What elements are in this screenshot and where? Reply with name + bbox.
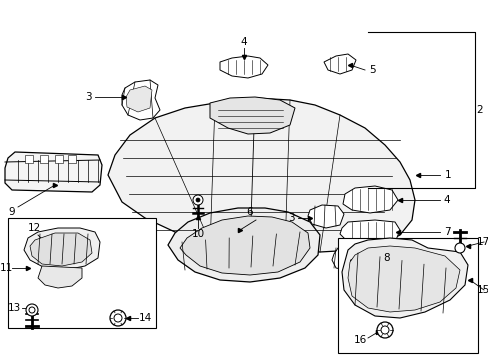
Polygon shape <box>220 56 267 78</box>
Polygon shape <box>5 152 102 192</box>
Bar <box>8 218 156 328</box>
Bar <box>40 155 48 163</box>
Text: 12: 12 <box>27 223 41 233</box>
Text: 14: 14 <box>138 313 151 323</box>
Circle shape <box>29 307 35 313</box>
Polygon shape <box>24 228 100 270</box>
Bar <box>55 155 63 163</box>
Polygon shape <box>168 208 319 282</box>
Text: 5: 5 <box>369 65 376 75</box>
Bar <box>337 238 477 353</box>
Polygon shape <box>331 246 351 270</box>
Polygon shape <box>307 205 343 228</box>
Polygon shape <box>122 80 160 120</box>
Bar <box>68 155 76 163</box>
Text: 15: 15 <box>475 285 488 295</box>
Text: 4: 4 <box>240 37 247 47</box>
Polygon shape <box>30 233 92 266</box>
Polygon shape <box>209 97 294 134</box>
Text: 8: 8 <box>383 253 389 263</box>
Text: 1: 1 <box>444 170 450 180</box>
Text: 4: 4 <box>443 195 449 205</box>
Bar <box>25 155 33 163</box>
Polygon shape <box>339 220 399 242</box>
Polygon shape <box>38 266 82 288</box>
Text: 6: 6 <box>246 207 253 217</box>
Polygon shape <box>347 246 459 312</box>
Circle shape <box>114 314 122 322</box>
Polygon shape <box>324 54 355 74</box>
Text: 16: 16 <box>353 335 366 345</box>
Text: 17: 17 <box>475 237 488 247</box>
Polygon shape <box>342 186 397 213</box>
Circle shape <box>193 195 203 205</box>
Text: 11: 11 <box>0 263 13 273</box>
Circle shape <box>26 304 38 316</box>
Polygon shape <box>341 238 467 318</box>
Text: 10: 10 <box>191 229 204 239</box>
Polygon shape <box>126 86 152 112</box>
Circle shape <box>376 322 392 338</box>
Circle shape <box>196 198 200 202</box>
Text: 9: 9 <box>9 207 15 217</box>
Circle shape <box>380 326 388 334</box>
Polygon shape <box>180 216 309 275</box>
Circle shape <box>110 310 126 326</box>
Text: 3: 3 <box>84 92 91 102</box>
Text: 13: 13 <box>7 303 20 313</box>
Text: 2: 2 <box>476 105 482 115</box>
Text: 7: 7 <box>443 227 449 237</box>
Circle shape <box>454 243 464 253</box>
Polygon shape <box>108 98 414 252</box>
Text: 3: 3 <box>287 213 294 223</box>
